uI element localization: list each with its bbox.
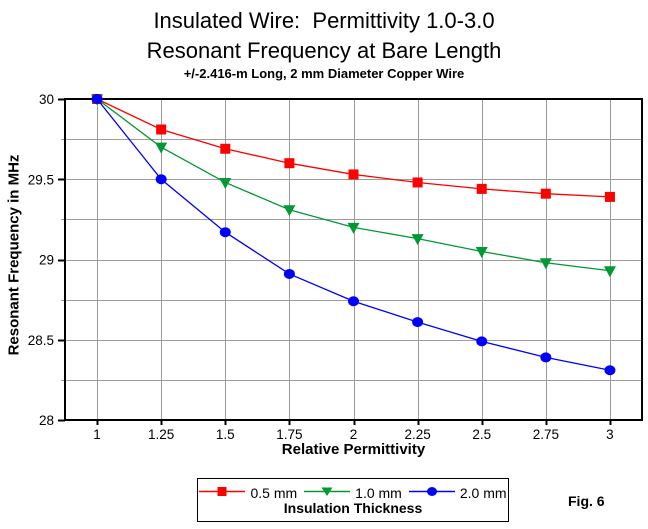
marker-1-0-mm [539,258,552,270]
y-tick-label: 29 [39,253,54,268]
x-tick-label: 1.25 [148,427,174,442]
x-axis-title: Relative Permittivity [281,441,426,458]
marker-1-0-mm [219,177,232,189]
marker-1-0-mm [347,222,360,234]
legend-title: Insulation Thickness [283,499,423,516]
chart-title-line-1: Insulated Wire: Permittivity 1.0-3.0 [153,8,495,33]
marker-0-5-mm [476,183,487,194]
y-axis-title: Resonant Frequency in MHz [5,154,23,356]
plot-border [64,98,643,421]
x-tick-label: 2 [350,427,358,442]
x-tick-label: 2.5 [472,427,491,442]
y-tick-label: 28 [39,413,54,428]
legend-circle-marker-icon [408,485,455,501]
x-tick-label: 1 [93,427,101,442]
marker-0-5-mm [412,177,423,188]
legend-label: 0.5 mm [250,484,298,501]
marker-2-0-mm [283,268,295,279]
marker-2-0-mm [155,174,167,185]
legend-item-1-0-mm: 1.0 mm [304,485,402,501]
y-tick-label: 30 [39,92,54,107]
legend-row: 0.5 mm 1.0 mm 2.0 mm [199,484,507,501]
chart-subtitle: +/-2.416-m Long, 2 mm Diameter Copper Wi… [183,66,465,81]
marker-1-0-mm [603,266,616,278]
legend-triangle-marker-icon [304,485,351,501]
legend-label: 1.0 mm [355,484,402,501]
legend-item-2-0-mm: 2.0 mm [408,484,507,501]
marker-1-0-mm [411,234,424,246]
x-tick-label: 3 [606,427,614,442]
marker-2-0-mm [476,336,488,347]
marker-0-5-mm [540,188,551,199]
legend-item-0-5-mm: 0.5 mm [199,485,297,501]
marker-2-0-mm [91,94,103,104]
legend-square-marker-icon [199,485,246,501]
marker-0-5-mm [604,191,615,202]
y-tick-label: 29.5 [28,172,54,187]
marker-0-5-mm [156,124,167,135]
marker-2-0-mm [540,352,552,363]
y-tick-label: 28.5 [28,333,54,348]
legend: 0.5 mm 1.0 mm 2.0 mm Insulation Thicknes… [197,478,509,522]
marker-2-0-mm [348,296,359,307]
marker-0-5-mm [348,169,359,180]
series-line-0-5-mm [96,98,610,198]
x-tick-label: 1.75 [276,427,302,442]
marker-0-5-mm [284,158,295,169]
marker-1-0-mm [283,205,296,217]
marker-0-5-mm [220,143,231,154]
x-tick-label: 2.25 [404,427,430,442]
legend-label: 2.0 mm [459,484,507,501]
x-tick-label: 2.75 [533,427,559,442]
chart-title-line-2: Resonant Frequency at Bare Length [146,38,502,63]
marker-1-0-mm [155,142,168,154]
marker-2-0-mm [412,317,424,328]
series-line-1-0-mm [96,98,611,272]
marker-2-0-mm [219,227,231,238]
marker-1-0-mm [475,246,488,258]
x-tick-label: 1.5 [216,427,235,442]
figure-number-label: Fig. 6 [568,493,605,509]
marker-2-0-mm [604,365,616,376]
